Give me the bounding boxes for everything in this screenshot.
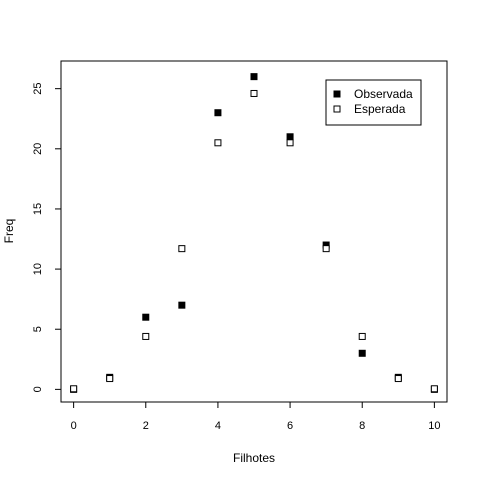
y-tick-label: 15: [32, 203, 44, 215]
point-esperada: [322, 245, 330, 253]
point-observada: [178, 301, 186, 309]
point-esperada: [394, 375, 402, 383]
point-esperada: [106, 375, 114, 383]
x-axis-label: Filhotes: [233, 451, 275, 465]
legend-marker-esperada: [333, 105, 341, 113]
y-tick-label: 5: [32, 326, 44, 332]
legend-label-esperada: Esperada: [354, 102, 406, 116]
x-tick-label: 2: [143, 420, 149, 432]
y-axis-label: Freq: [2, 219, 16, 244]
x-tick-label: 6: [287, 420, 293, 432]
x-tick-label: 4: [215, 420, 221, 432]
x-tick-label: 0: [71, 420, 77, 432]
point-observada: [142, 313, 150, 321]
data-points: [70, 73, 438, 393]
x-tick-label: 8: [359, 420, 365, 432]
y-tick-label: 0: [32, 386, 44, 392]
point-observada: [286, 133, 294, 141]
y-tick-label: 20: [32, 143, 44, 155]
point-observada: [214, 109, 222, 117]
y-tick-label: 10: [32, 263, 44, 275]
x-tick-label: 10: [428, 420, 440, 432]
legend-label-observada: Observada: [354, 87, 413, 101]
legend-marker-observada: [333, 90, 341, 98]
point-esperada: [430, 385, 438, 393]
point-observada: [250, 73, 258, 81]
point-esperada: [250, 89, 258, 97]
point-esperada: [286, 139, 294, 147]
point-esperada: [178, 245, 186, 253]
point-esperada: [142, 332, 150, 340]
point-esperada: [70, 385, 78, 393]
point-observada: [358, 349, 366, 357]
y-axis: 0 5 10 15 20 25: [32, 83, 62, 392]
point-esperada: [358, 332, 366, 340]
x-axis: 0 2 4 6 8 10: [71, 401, 440, 432]
legend-box: [325, 79, 422, 126]
point-esperada: [214, 139, 222, 147]
y-tick-label: 25: [32, 83, 44, 95]
legend: Observada Esperada: [325, 79, 422, 126]
